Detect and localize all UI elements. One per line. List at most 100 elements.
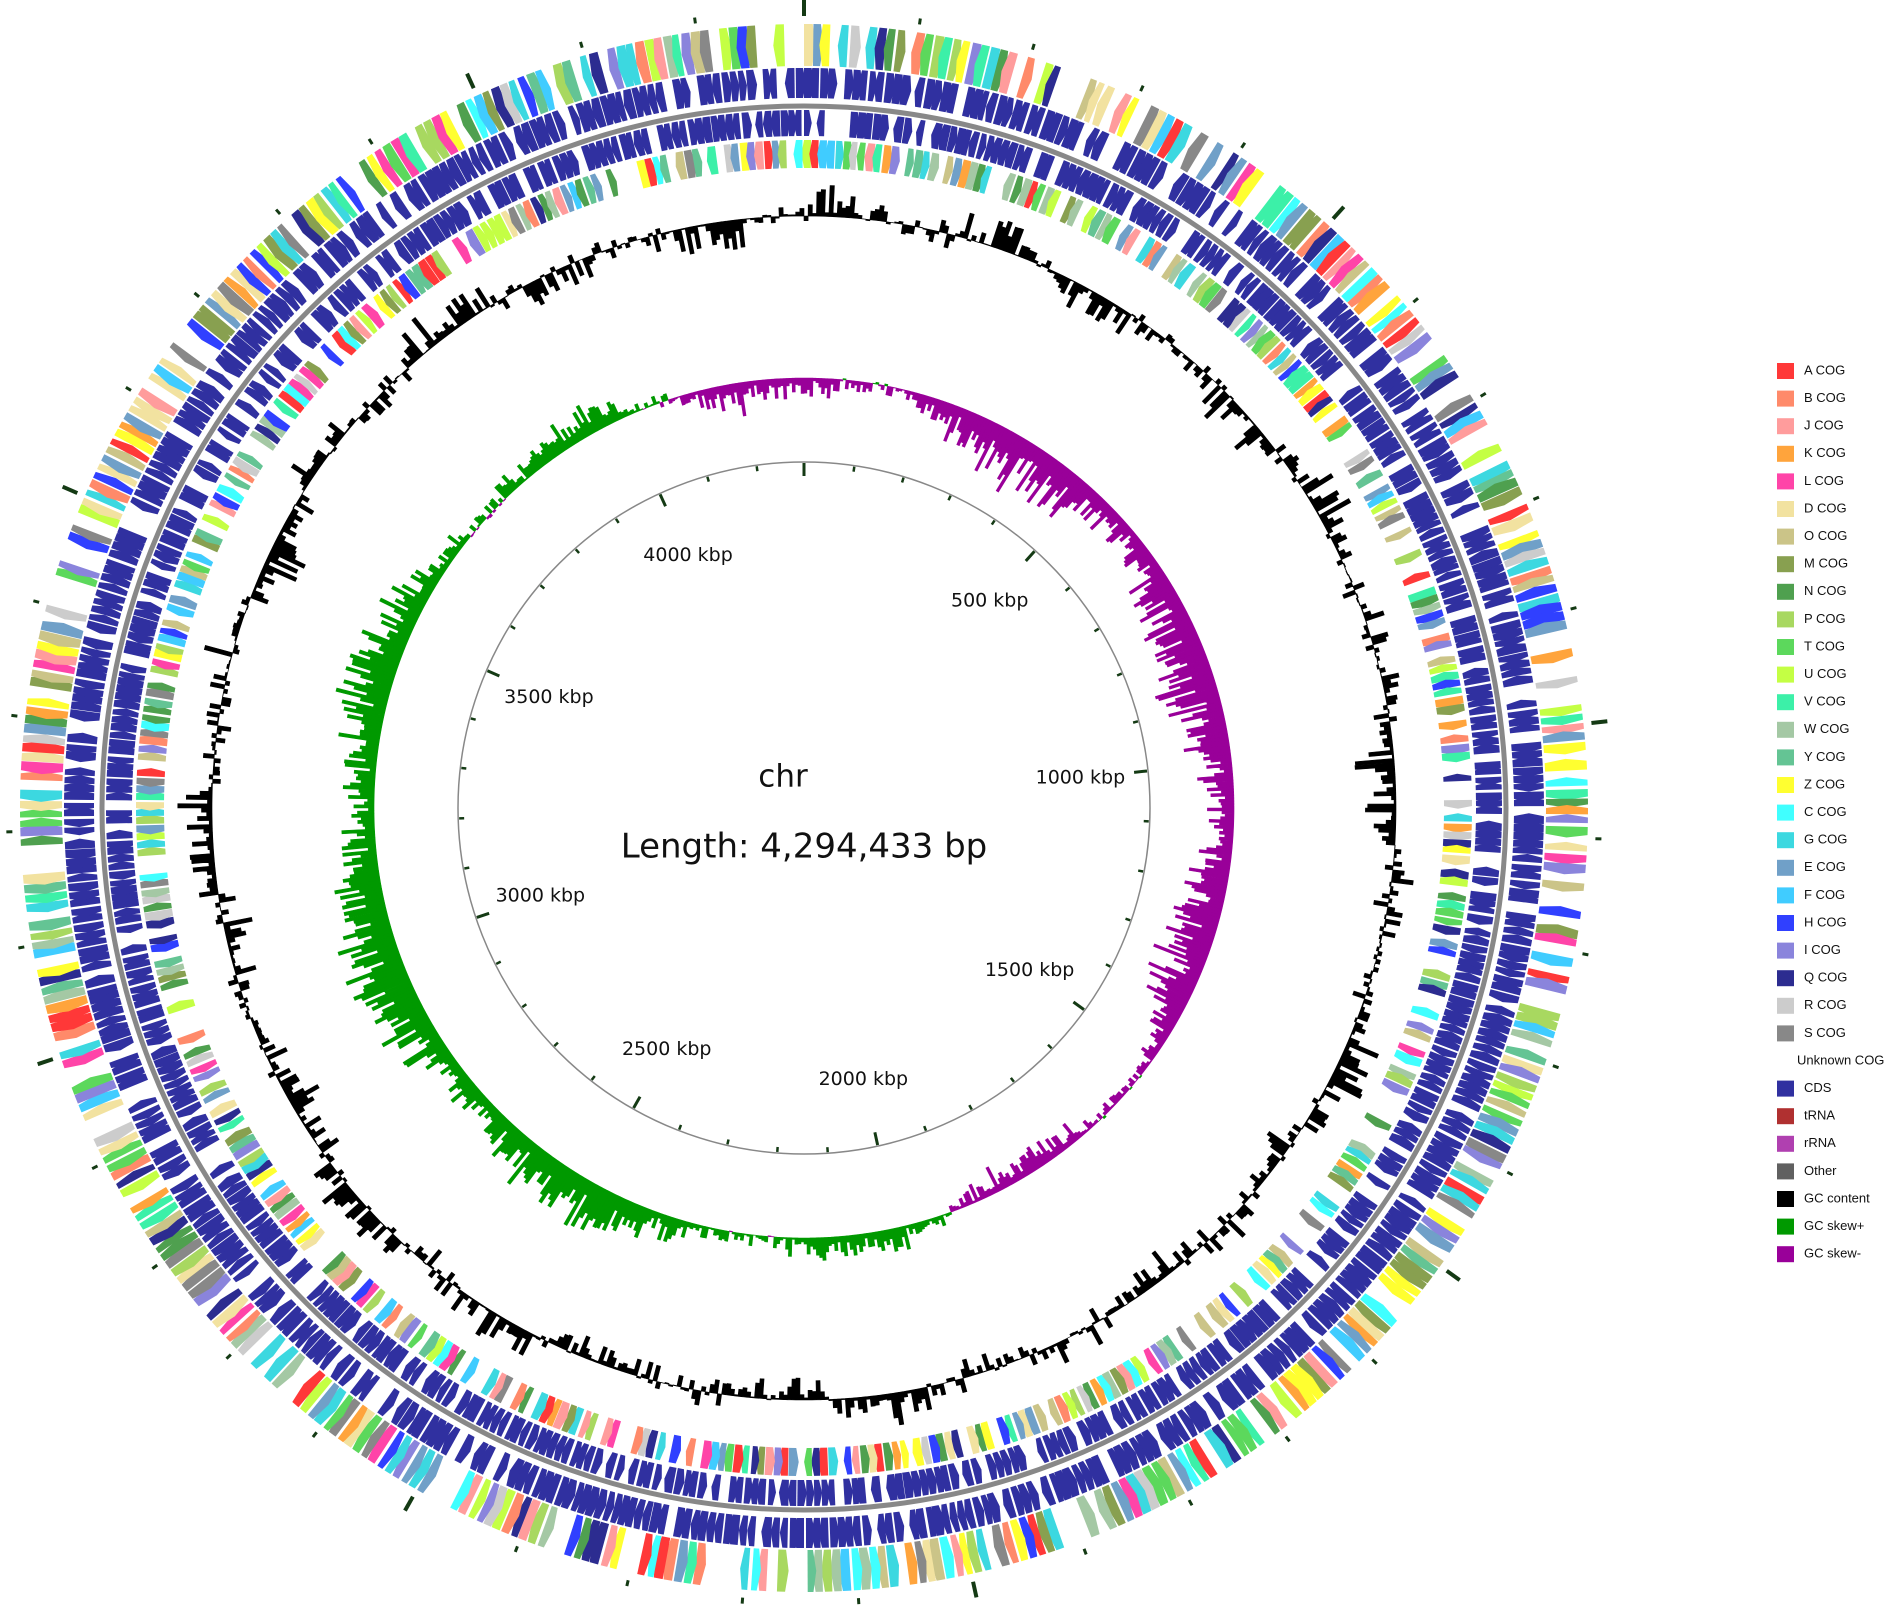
gene [1530,950,1574,967]
gene [998,51,1018,95]
gene [957,159,972,189]
gene [1338,321,1366,346]
gene [258,415,286,439]
gene [160,436,191,458]
gene [1035,1437,1050,1464]
gene [1353,281,1391,316]
gene [1441,743,1470,755]
gene [1155,1339,1177,1367]
gene [81,497,123,520]
gene [93,1005,124,1021]
gene [67,872,98,883]
gene [1322,246,1356,281]
gene [165,520,192,537]
gene [82,1098,124,1122]
gene [71,1072,114,1095]
gene [1431,1044,1458,1059]
gene [127,631,154,644]
gene [173,580,203,596]
gene [1455,637,1483,649]
gene [981,46,1001,90]
gene [630,1426,644,1455]
gene [818,1517,829,1548]
gene [691,148,703,178]
ruler-tick [1047,1043,1053,1050]
gene [1314,354,1339,376]
gene [150,665,179,678]
ruler-tick [461,766,467,770]
gene [737,70,747,101]
gene [1039,1475,1057,1506]
ruler-tick [1072,1000,1085,1011]
gene [193,464,220,483]
gene [473,93,499,136]
gene [544,190,561,219]
outer-tick [1570,606,1577,611]
gene [1253,1353,1279,1381]
gene [349,220,373,248]
gene [503,1414,520,1441]
gene [639,85,652,116]
gene [320,186,352,224]
gene [139,872,168,882]
gene [70,700,102,713]
outer-tick [1031,43,1036,51]
gene [1129,1355,1150,1383]
gene [1155,212,1174,239]
gene [1518,1002,1561,1022]
gene [703,73,715,105]
gene [1205,1302,1229,1329]
gene [648,1502,662,1533]
legend-label: CDS [1804,1080,1832,1095]
gene [264,1234,289,1256]
gene [108,869,136,880]
gene [804,24,816,67]
gene [109,1052,140,1069]
gene [432,1422,454,1452]
gene [1377,1152,1404,1172]
gene [1246,229,1270,256]
gene [298,262,325,290]
gene [1443,799,1472,809]
legend-swatch [1777,666,1794,683]
gene [89,478,131,504]
gene [451,236,473,265]
gene [225,1309,261,1342]
gene [264,1185,291,1208]
gene [1167,1452,1194,1492]
gene [230,334,259,360]
gene [164,1237,204,1269]
gene [1421,442,1451,462]
gene [138,744,167,754]
gene [1462,532,1493,549]
gene [245,1210,270,1231]
gene [776,1549,789,1592]
gene [399,1317,422,1344]
gene [1423,640,1453,653]
gene [88,613,119,627]
gene [722,1513,734,1545]
gene [186,396,215,417]
gene [136,1003,163,1017]
gene [1393,331,1432,364]
gene [811,1517,821,1548]
gene [990,49,1009,92]
gene [1388,1063,1417,1081]
gene [634,40,652,84]
gene [161,1160,191,1181]
gene [1492,973,1524,988]
gene [1048,1472,1065,1503]
gene [1504,918,1535,930]
gene [1443,773,1472,782]
gene [209,1160,236,1180]
gene [306,1279,329,1302]
gene [350,1278,374,1303]
gene [278,390,305,414]
gene [992,94,1008,126]
ruler-tick [574,548,581,554]
gene [813,1479,823,1506]
ruler-tick [1064,586,1071,592]
gene [210,1232,240,1257]
gene [893,29,906,73]
gene [32,659,76,675]
